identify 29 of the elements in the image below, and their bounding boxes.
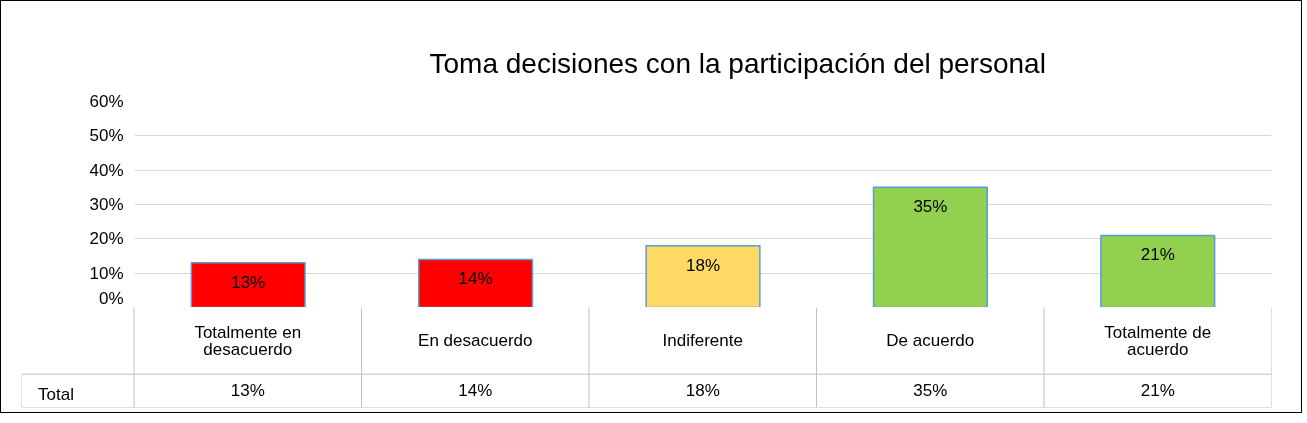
bar	[872, 186, 988, 307]
y-tick-label: 30%	[89, 195, 124, 214]
x-tick-label: Indiferente	[662, 331, 743, 351]
text: Total	[38, 385, 74, 405]
text: 21%	[1140, 245, 1175, 265]
bar	[418, 258, 534, 307]
bar	[1100, 234, 1216, 307]
y-tick-label: 40%	[89, 160, 124, 180]
chart-title: Toma decisiones con la participación del personal	[429, 48, 1046, 79]
data-label: 35%	[913, 381, 948, 401]
data-label: 21%	[1140, 381, 1175, 401]
data-label: 18%	[685, 381, 720, 401]
x-tick-label: Totalmente de acuerdo	[1104, 323, 1212, 359]
text: 14%	[458, 269, 493, 289]
data-label: 14%	[458, 381, 493, 401]
y-tick-label: 60%	[89, 92, 124, 111]
bar	[645, 244, 761, 307]
bar	[190, 262, 306, 307]
x-tick-label: En desacuerdo	[418, 331, 533, 351]
text: 13%	[231, 272, 266, 292]
text: 18%	[685, 255, 721, 275]
y-tick-label: 0%	[98, 288, 124, 308]
y-tick-label: 20%	[89, 229, 124, 249]
data-label: 13%	[230, 381, 265, 401]
y-tick-label: 50%	[89, 126, 124, 146]
x-tick-label: Totalmente en desacuerdo	[194, 323, 302, 359]
text: 35%	[913, 197, 948, 217]
x-tick-label: De acuerdo	[886, 331, 975, 351]
y-tick-label: 10%	[89, 263, 124, 283]
